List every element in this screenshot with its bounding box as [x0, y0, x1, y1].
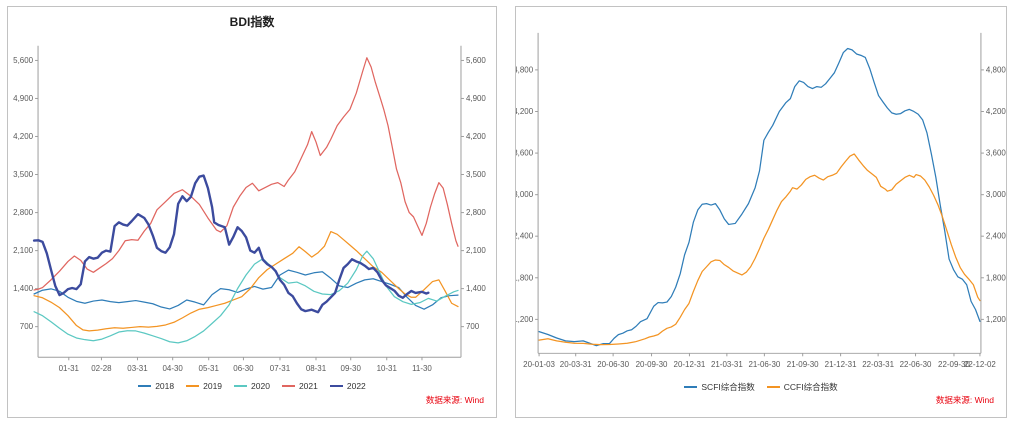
- svg-text:01-31: 01-31: [59, 364, 80, 373]
- svg-text:3,500: 3,500: [466, 170, 486, 179]
- legend-item-2020: 2020: [234, 381, 270, 391]
- svg-text:3,500: 3,500: [13, 170, 33, 179]
- svg-text:1,800: 1,800: [516, 273, 534, 282]
- svg-text:11-30: 11-30: [412, 364, 432, 373]
- legend-label: 2022: [346, 381, 366, 391]
- svg-text:700: 700: [466, 322, 480, 331]
- svg-text:1,200: 1,200: [986, 315, 1006, 324]
- legend-swatch-line: [684, 386, 698, 388]
- svg-text:07-31: 07-31: [270, 364, 291, 373]
- svg-text:20-09-30: 20-09-30: [636, 360, 668, 369]
- chart-title: BDI指数: [229, 15, 275, 29]
- bdi-index-chart-panel: BDI指数 700 700 1,400 1,400 2,100 2,100 2,800 2,8…: [7, 6, 497, 418]
- svg-text:21-03-31: 21-03-31: [711, 360, 743, 369]
- bdi-chart-legend: 2018 2019 2020 2021 2022: [8, 381, 496, 391]
- svg-text:3,600: 3,600: [986, 149, 1006, 158]
- legend-swatch-line: [329, 385, 343, 387]
- svg-text:2,400: 2,400: [986, 232, 1006, 241]
- svg-text:4,800: 4,800: [986, 65, 1006, 74]
- legend-item-2022: 2022: [329, 381, 366, 391]
- svg-text:02-28: 02-28: [91, 364, 112, 373]
- svg-text:2,800: 2,800: [466, 208, 486, 217]
- svg-text:05-31: 05-31: [199, 364, 220, 373]
- svg-text:1,200: 1,200: [516, 315, 534, 324]
- svg-text:5,600: 5,600: [466, 56, 486, 65]
- svg-text:4,800: 4,800: [516, 65, 534, 74]
- svg-text:4,200: 4,200: [466, 132, 486, 141]
- svg-text:21-09-30: 21-09-30: [787, 360, 819, 369]
- svg-text:3,600: 3,600: [516, 149, 534, 158]
- scfi-ccfi-chart-legend: SCFI综合指数 CCFI综合指数: [516, 381, 1006, 393]
- svg-text:04-30: 04-30: [163, 364, 184, 373]
- svg-text:21-06-30: 21-06-30: [748, 360, 780, 369]
- svg-text:20-12-31: 20-12-31: [674, 360, 706, 369]
- bdi-index-line-chart: 700 700 1,400 1,400 2,100 2,100 2,800 2,800 3,50…: [13, 45, 486, 373]
- legend-swatch-line: [281, 385, 295, 387]
- svg-text:03-31: 03-31: [127, 364, 148, 373]
- legend-swatch-line: [234, 385, 248, 387]
- scfi-ccfi-line-chart: 1,200 1,200 1,800 1,800 2,400 2,400 3,000 3,000…: [516, 32, 1006, 369]
- data-source-note: 数据来源: Wind: [425, 395, 484, 405]
- svg-text:4,900: 4,900: [13, 94, 33, 103]
- svg-text:4,900: 4,900: [466, 94, 486, 103]
- svg-text:22-03-31: 22-03-31: [862, 360, 894, 369]
- legend-label: 2019: [203, 381, 223, 391]
- svg-text:3,000: 3,000: [986, 190, 1006, 199]
- svg-text:20-03-31: 20-03-31: [560, 360, 592, 369]
- legend-label: CCFI综合指数: [783, 382, 838, 392]
- svg-text:2,100: 2,100: [13, 246, 33, 255]
- svg-text:4,200: 4,200: [13, 132, 33, 141]
- svg-text:700: 700: [20, 322, 34, 331]
- svg-text:1,400: 1,400: [13, 284, 33, 293]
- svg-text:2,800: 2,800: [13, 208, 33, 217]
- legend-label: SCFI综合指数: [701, 382, 755, 392]
- legend-swatch-line: [186, 385, 200, 387]
- svg-text:1,800: 1,800: [986, 273, 1006, 282]
- scfi-ccfi-chart-panel: 1,200 1,200 1,800 1,800 2,400 2,400 3,000 3,000…: [515, 6, 1007, 418]
- legend-item-CCFI综合指数: CCFI综合指数: [766, 381, 838, 393]
- legend-label: 2021: [298, 381, 318, 391]
- legend-swatch-line: [766, 386, 780, 388]
- data-source-note: 数据来源: Wind: [935, 395, 994, 405]
- svg-text:22-12-02: 22-12-02: [964, 360, 996, 369]
- svg-text:3,000: 3,000: [516, 190, 534, 199]
- svg-text:2,100: 2,100: [466, 246, 486, 255]
- legend-swatch-line: [138, 385, 152, 387]
- legend-item-2021: 2021: [281, 381, 318, 391]
- svg-text:4,200: 4,200: [986, 107, 1006, 116]
- legend-item-SCFI综合指数: SCFI综合指数: [684, 381, 755, 393]
- legend-label: 2020: [251, 381, 270, 391]
- svg-text:06-30: 06-30: [233, 364, 254, 373]
- svg-text:10-31: 10-31: [377, 364, 398, 373]
- svg-text:2,400: 2,400: [516, 232, 534, 241]
- svg-text:4,200: 4,200: [516, 107, 534, 116]
- legend-item-2018: 2018: [138, 381, 174, 391]
- legend-item-2019: 2019: [186, 381, 222, 391]
- legend-label: 2018: [155, 381, 175, 391]
- svg-text:20-06-30: 20-06-30: [597, 360, 629, 369]
- svg-text:22-06-30: 22-06-30: [900, 360, 932, 369]
- svg-text:08-31: 08-31: [306, 364, 327, 373]
- svg-text:1,400: 1,400: [466, 284, 486, 293]
- svg-text:21-12-31: 21-12-31: [825, 360, 857, 369]
- svg-text:09-30: 09-30: [341, 364, 362, 373]
- svg-text:5,600: 5,600: [13, 56, 33, 65]
- svg-text:20-01-03: 20-01-03: [523, 360, 555, 369]
- svg-text:22-09-30: 22-09-30: [938, 360, 970, 369]
